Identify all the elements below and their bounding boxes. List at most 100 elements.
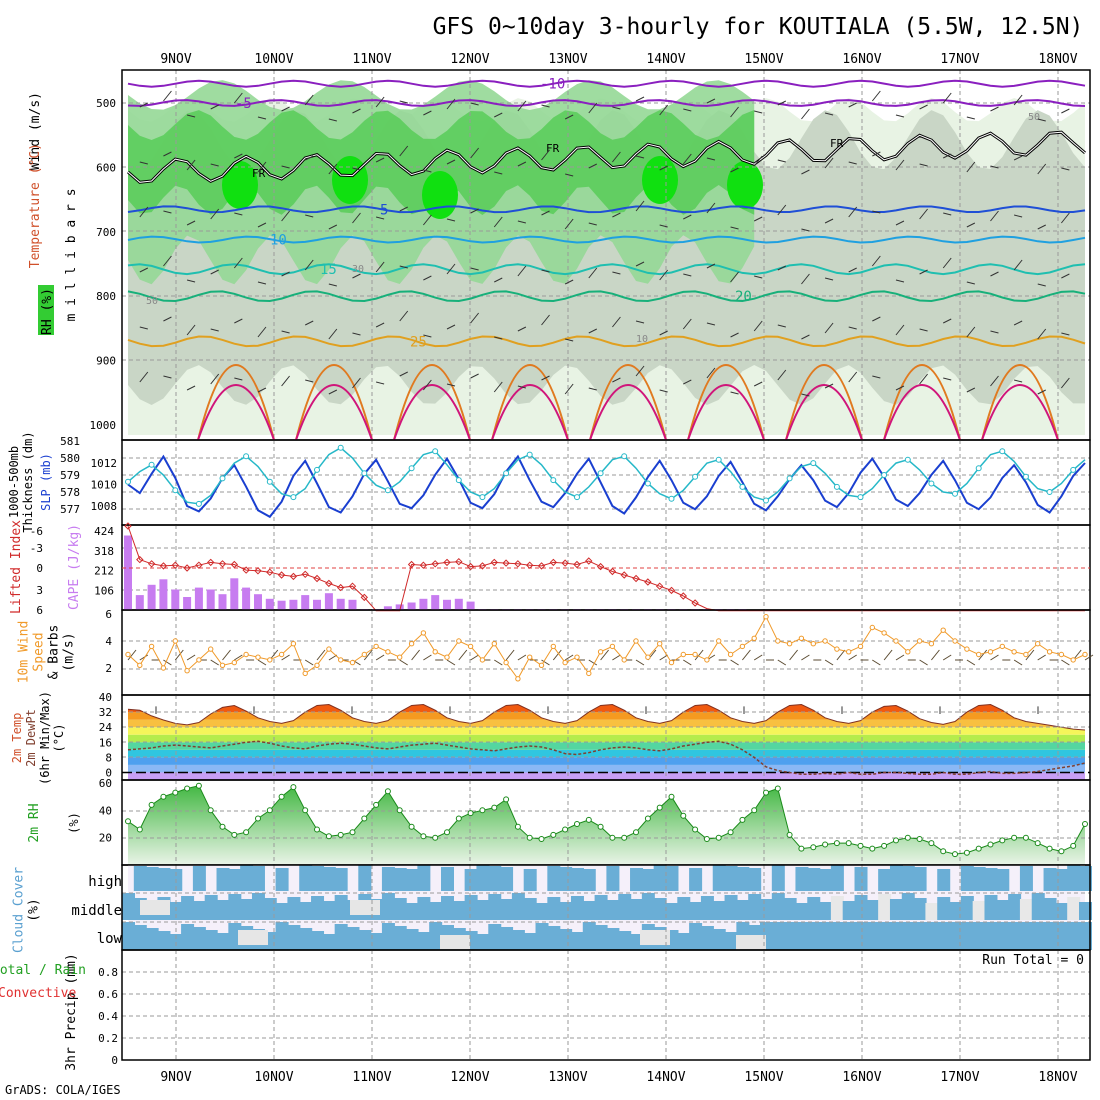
wind-barb xyxy=(1037,224,1046,230)
y-axis-label: & Barbs xyxy=(47,625,62,680)
y-tick-label-left: -6 xyxy=(30,525,43,538)
cape-bar xyxy=(395,604,404,610)
wind-speed-point xyxy=(834,646,840,652)
wind-barb xyxy=(210,659,219,666)
wind-barb xyxy=(446,263,456,275)
cloud-cell-high xyxy=(878,869,892,891)
wind-barb xyxy=(1060,212,1070,224)
thickness-point xyxy=(881,472,888,478)
li-point xyxy=(195,561,203,569)
rh-point xyxy=(763,789,769,796)
cloud-row-label: high xyxy=(88,874,122,890)
cloud-cell-middle xyxy=(807,897,821,920)
cloud-cell-middle xyxy=(441,896,454,920)
li-point xyxy=(585,557,593,565)
cloud-cell-low xyxy=(889,922,903,950)
wind-barb xyxy=(588,163,598,169)
wind-barb xyxy=(1013,214,1023,218)
wind-speed-point xyxy=(243,651,249,658)
wind-barb xyxy=(517,100,527,112)
wind-barb xyxy=(848,206,858,218)
wind-barb xyxy=(777,204,787,216)
rh-point xyxy=(715,834,722,841)
rh-point xyxy=(1022,834,1029,841)
freezing-level-label: FR xyxy=(546,142,560,155)
cape-bar xyxy=(230,578,239,610)
x-tick-label-top: 17NOV xyxy=(940,52,979,67)
cloud-cell-middle xyxy=(771,893,785,920)
wind-barb xyxy=(612,654,621,661)
cape-bar xyxy=(383,606,392,610)
thickness-point xyxy=(975,465,982,472)
rh-point xyxy=(857,842,864,849)
wind-speed-point xyxy=(893,638,899,644)
rh-point xyxy=(325,833,332,840)
y-tick-label: 16 xyxy=(99,736,112,749)
cape-bar xyxy=(124,535,132,610)
thickness-point xyxy=(195,500,202,507)
wind-speed-point xyxy=(609,643,616,650)
thickness-point xyxy=(314,466,320,473)
cloud-cell-middle xyxy=(630,899,644,920)
thickness-point xyxy=(384,487,391,494)
cloud-cell-high xyxy=(157,868,171,891)
cloud-cell-high xyxy=(748,868,762,891)
thickness-point xyxy=(455,477,462,484)
wind-barb xyxy=(966,326,976,338)
cloud-cell-middle xyxy=(736,900,750,920)
wind-barb xyxy=(730,332,739,338)
wind-barb xyxy=(777,265,787,271)
wind-barb xyxy=(234,318,243,324)
thickness-point xyxy=(668,495,675,502)
wind-barb xyxy=(186,159,196,171)
thickness-point xyxy=(243,453,250,460)
cape-bar xyxy=(431,595,440,610)
y-tick-label-right: 106 xyxy=(94,584,114,597)
wind-barb xyxy=(399,145,409,157)
wind-barb xyxy=(163,255,172,267)
rh-point xyxy=(810,844,817,851)
temperature-contour xyxy=(127,99,1086,107)
thickness-point xyxy=(219,475,226,482)
wind-barb xyxy=(730,106,739,118)
wind-barb xyxy=(966,387,976,393)
wind-barb xyxy=(919,373,928,385)
cloud-cell-middle xyxy=(122,893,135,920)
cloud-cell-high xyxy=(830,865,844,891)
temp-band xyxy=(128,757,1085,765)
wind-barb xyxy=(352,108,361,114)
wind-barb xyxy=(470,147,480,159)
wind-barb xyxy=(706,263,716,269)
wind-barb xyxy=(683,273,692,277)
rh-point xyxy=(302,807,309,814)
rh-legend-swatch xyxy=(38,285,54,335)
wind-speed-point xyxy=(869,624,875,631)
cloud-cell-middle xyxy=(783,898,797,920)
cloud-cell-low xyxy=(547,926,561,950)
wind-barb xyxy=(304,94,314,106)
thickness-point xyxy=(503,470,510,477)
wind-barb xyxy=(541,314,550,326)
dewpoint-line xyxy=(127,740,1086,776)
li-point xyxy=(289,572,298,581)
li-point xyxy=(608,567,617,576)
li-point xyxy=(573,560,581,569)
wind-speed-point xyxy=(527,654,533,660)
wind-barb xyxy=(493,381,503,393)
cloud-cell-middle xyxy=(1008,894,1022,920)
wind-barb xyxy=(659,389,668,393)
wind-speed-point xyxy=(148,643,155,650)
rh-point xyxy=(184,785,191,792)
cloud-cell-low xyxy=(1019,922,1033,950)
cloud-gap xyxy=(350,900,380,915)
cloud-cell-high xyxy=(807,868,821,891)
wind-barb xyxy=(163,659,172,666)
temp-line xyxy=(127,703,1086,731)
surface-temperature-contour xyxy=(883,384,961,441)
cape-bar xyxy=(407,602,416,610)
surface-temperature-contour xyxy=(491,384,569,441)
cloud-cell-middle xyxy=(417,897,431,920)
y-tick-label-right: 1012 xyxy=(91,457,118,470)
wind-barb xyxy=(470,267,479,271)
wind-speed-point xyxy=(846,649,852,655)
